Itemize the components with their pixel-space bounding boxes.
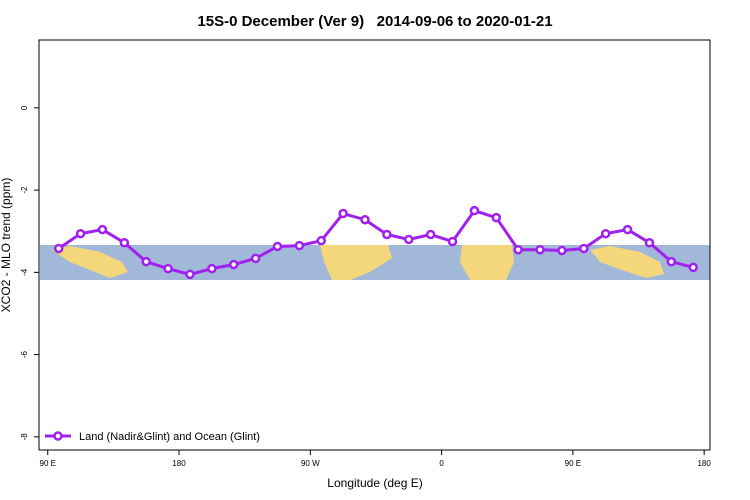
data-point: [272, 241, 283, 252]
x-tick-label: 180: [172, 459, 186, 468]
data-point: [141, 256, 151, 267]
data-point: [447, 236, 458, 247]
x-axis-label: Longitude (deg E): [327, 476, 422, 490]
data-point: [513, 244, 523, 255]
chart-title: 15S-0 December (Ver 9) 2014-09-06 to 202…: [197, 13, 552, 30]
data-point: [185, 269, 195, 280]
x-tick-label: 0: [439, 459, 444, 468]
data-point: [250, 253, 261, 264]
plot-frame: [38, 39, 711, 451]
y-tick-label: -2: [20, 186, 29, 194]
data-point: [644, 237, 655, 248]
x-tick-label: 180: [697, 459, 711, 468]
x-tick-label: 90 W: [301, 459, 320, 468]
data-point: [228, 259, 239, 270]
data-point: [53, 243, 64, 254]
data-point: [469, 205, 480, 216]
legend-marker: [53, 431, 63, 441]
data-point: [557, 245, 567, 256]
data-point: [688, 262, 698, 273]
y-tick-label: -6: [20, 350, 29, 358]
data-point: [338, 208, 348, 219]
x-tick-label: 90 E: [565, 459, 581, 468]
data-point: [119, 237, 130, 248]
legend-label: Land (Nadir&Glint) and Ocean (Glint): [79, 431, 260, 443]
data-point: [622, 224, 633, 235]
data-point: [163, 263, 173, 274]
data-point: [207, 263, 217, 274]
data-point: [97, 224, 108, 235]
data-point: [491, 212, 502, 223]
data-point: [294, 240, 305, 251]
x-tick-label: 90 E: [40, 459, 56, 468]
data-point: [535, 244, 545, 255]
data-point: [382, 229, 392, 240]
y-tick-label: 0: [20, 105, 29, 110]
data-point: [404, 234, 414, 245]
y-tick-label: -4: [20, 268, 29, 276]
data-point: [579, 243, 589, 254]
data-point: [666, 256, 677, 267]
data-point: [316, 235, 327, 246]
map-band: [40, 245, 710, 280]
y-tick-label: -8: [20, 433, 29, 441]
y-axis-label: XCO2 - MLO trend (ppm): [0, 178, 13, 313]
data-point: [75, 228, 86, 239]
data-point: [360, 214, 370, 225]
data-point: [425, 229, 436, 240]
data-point: [600, 228, 611, 239]
